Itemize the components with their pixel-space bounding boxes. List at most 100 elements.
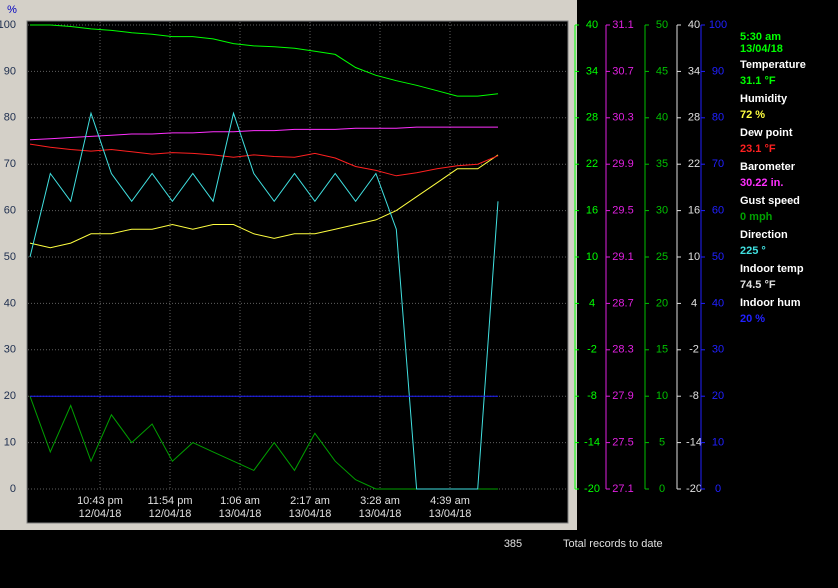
axis-tick-label: 34 <box>586 65 598 77</box>
axis-tick-label: 29.1 <box>612 251 633 263</box>
y-tick-label: 20 <box>4 390 16 402</box>
y-tick-label: 0 <box>10 483 16 495</box>
axis-tick-label: 27.1 <box>612 483 633 495</box>
axis-tick-label: -14 <box>686 437 702 449</box>
axis-tick-label: 31.1 <box>612 19 633 31</box>
axis-tick-label: 4 <box>589 297 595 309</box>
axis-tick-label: 10 <box>656 390 668 402</box>
record-count: 385 <box>504 538 522 550</box>
reading-value: 20 % <box>740 313 765 325</box>
reading-label: Gust speed <box>740 195 800 207</box>
axis-tick-label: 10 <box>688 251 700 263</box>
y-tick-label: 80 <box>4 112 16 124</box>
axis-tick-label: 40 <box>656 112 668 124</box>
axis-tick-label: 16 <box>586 205 598 217</box>
axis-tick-label: -2 <box>587 344 597 356</box>
axis-tick-label: 20 <box>712 390 724 402</box>
reading-date: 13/04/18 <box>740 43 783 55</box>
axis-tick-label: 28.7 <box>612 297 633 309</box>
axis-tick-label: 30.7 <box>612 65 633 77</box>
axis-tick-label: 50 <box>712 251 724 263</box>
axis-tick-label: 34 <box>688 65 700 77</box>
y-tick-label: 40 <box>4 297 16 309</box>
x-time-label: 11:54 pm <box>147 495 192 507</box>
axis-tick-label: 0 <box>715 483 721 495</box>
reading-label: Dew point <box>740 127 793 139</box>
x-date-label: 12/04/18 <box>149 508 192 520</box>
axis-tick-label: 35 <box>656 158 668 170</box>
axis-tick-label: 27.5 <box>612 437 633 449</box>
axis-tick-label: 29.9 <box>612 158 633 170</box>
axis-tick-label: 27.9 <box>612 390 633 402</box>
y-tick-label: 50 <box>4 251 16 263</box>
series-line <box>29 111 499 490</box>
axis-tick-label: -20 <box>584 483 600 495</box>
axis-tick-label: -8 <box>587 390 597 402</box>
reading-time: 5:30 am <box>740 31 781 43</box>
axis-tick-label: 30 <box>656 205 668 217</box>
series-line <box>29 126 498 141</box>
x-time-label: 10:43 pm <box>77 495 123 507</box>
reading-value: 30.22 in. <box>740 177 783 189</box>
axis-tick-label: -14 <box>584 437 600 449</box>
reading-value: 31.1 °F <box>740 75 776 87</box>
y-tick-label: 60 <box>4 205 16 217</box>
reading-label: Direction <box>740 229 788 241</box>
series-line <box>29 154 499 249</box>
axis-tick-label: 10 <box>586 251 598 263</box>
y-tick-label: 90 <box>4 65 16 77</box>
reading-label: Barometer <box>740 161 796 173</box>
axis-tick-label: 0 <box>659 483 665 495</box>
reading-value: 225 ° <box>740 245 766 257</box>
axis-tick-label: 5 <box>659 437 665 449</box>
axis-tick-label: 22 <box>688 158 700 170</box>
record-text: Total records to date <box>563 538 663 550</box>
axis-tick-label: 40 <box>688 19 700 31</box>
series-line <box>29 143 499 177</box>
series-line <box>30 24 499 97</box>
reading-value: 0 mph <box>740 211 773 223</box>
axis-tick-label: 29.5 <box>612 205 633 217</box>
reading-value: 72 % <box>740 109 765 121</box>
y-tick-label: 100 <box>0 19 16 31</box>
x-date-label: 13/04/18 <box>289 508 332 520</box>
axis-tick-label: -2 <box>689 344 699 356</box>
axis-tick-label: 30.3 <box>612 112 633 124</box>
axis-tick-label: 50 <box>656 19 668 31</box>
y-tick-label: 10 <box>4 437 16 449</box>
axis-tick-label: 100 <box>709 19 727 31</box>
x-time-label: 4:39 am <box>430 495 470 507</box>
axis-tick-label: 16 <box>688 205 700 217</box>
axis-unit: % <box>7 4 17 16</box>
reading-label: Temperature <box>740 59 806 71</box>
reading-label: Indoor hum <box>740 297 801 309</box>
axis-tick-label: 45 <box>656 65 668 77</box>
axis-tick-label: -8 <box>689 390 699 402</box>
axis-tick-label: 28.3 <box>612 344 633 356</box>
reading-label: Indoor temp <box>740 263 804 275</box>
reading-value: 74.5 °F <box>740 279 776 291</box>
axis-tick-label: 4 <box>691 297 697 309</box>
x-date-label: 12/04/18 <box>79 508 122 520</box>
axis-tick-label: -20 <box>686 483 702 495</box>
axis-tick-label: 70 <box>712 158 724 170</box>
x-date-label: 13/04/18 <box>359 508 402 520</box>
axis-tick-label: 28 <box>586 112 598 124</box>
axis-tick-label: 40 <box>712 297 724 309</box>
axis-tick-label: 60 <box>712 205 724 217</box>
x-date-label: 13/04/18 <box>219 508 262 520</box>
axis-tick-label: 20 <box>656 297 668 309</box>
x-time-label: 2:17 am <box>290 495 330 507</box>
x-time-label: 3:28 am <box>360 495 400 507</box>
axis-tick-label: 10 <box>712 437 724 449</box>
axis-tick-label: 30 <box>712 344 724 356</box>
x-time-label: 1:06 am <box>220 495 260 507</box>
axis-tick-label: 90 <box>712 65 724 77</box>
reading-label: Humidity <box>740 93 788 105</box>
axis-tick-label: 28 <box>688 112 700 124</box>
y-tick-label: 30 <box>4 344 16 356</box>
plot-area <box>26 20 569 524</box>
axis-tick-label: 15 <box>656 344 668 356</box>
axis-tick-label: 22 <box>586 158 598 170</box>
